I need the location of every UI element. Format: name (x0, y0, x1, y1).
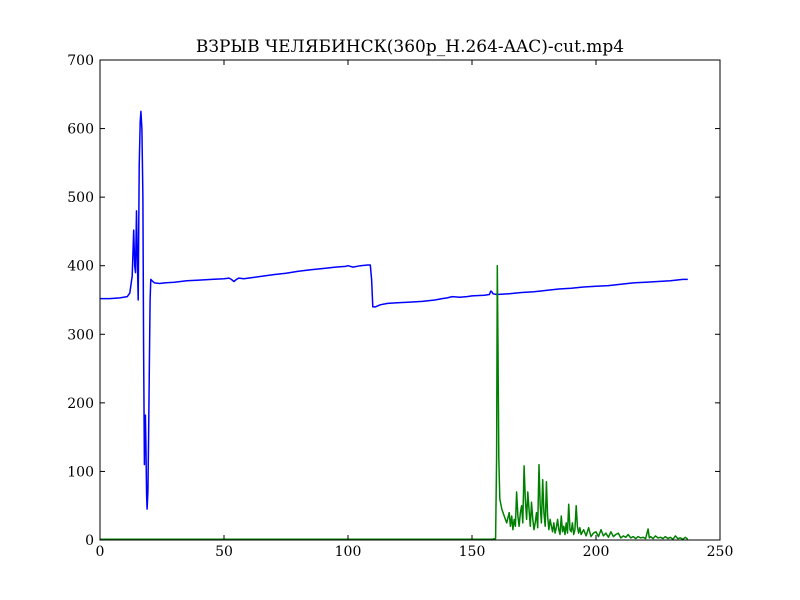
plot-frame (99, 59, 721, 541)
x-tick-label: 150 (459, 544, 486, 560)
y-tick-label: 300 (67, 327, 94, 343)
x-tick-label: 100 (335, 544, 362, 560)
x-tick-label: 50 (215, 544, 233, 560)
y-tick-label: 200 (67, 396, 94, 412)
y-tick-label: 500 (67, 190, 94, 206)
y-tick-label: 400 (67, 259, 94, 275)
chart-title: ВЗРЫВ ЧЕЛЯБИНСК(360p_H.264-AAC)-cut.mp4 (196, 37, 624, 57)
series-line-2 (100, 264, 689, 541)
x-tick-label: 250 (707, 544, 734, 560)
x-tick-label: 200 (583, 544, 610, 560)
y-tick-label: 100 (67, 464, 94, 480)
x-tick-label: 0 (96, 544, 105, 560)
y-tick-label: 0 (85, 533, 94, 549)
series-layer (100, 110, 689, 541)
y-tick-label: 600 (67, 122, 94, 138)
y-tick-label: 700 (67, 53, 94, 69)
series-line-1 (100, 110, 688, 510)
